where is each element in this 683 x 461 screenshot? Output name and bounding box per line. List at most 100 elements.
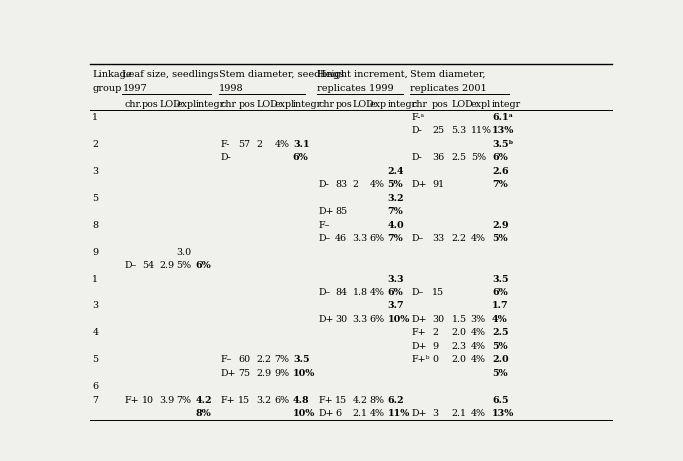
- Text: 2.1: 2.1: [352, 409, 367, 418]
- Text: 4.0: 4.0: [388, 221, 404, 230]
- Text: 91: 91: [432, 180, 444, 189]
- Text: 3.2: 3.2: [256, 396, 271, 405]
- Text: D–: D–: [318, 234, 331, 243]
- Text: 4%: 4%: [471, 409, 486, 418]
- Text: F-: F-: [221, 140, 230, 149]
- Text: 1.8: 1.8: [352, 288, 367, 297]
- Text: 7%: 7%: [388, 234, 404, 243]
- Text: 2.5: 2.5: [492, 328, 508, 337]
- Text: D-: D-: [412, 126, 423, 135]
- Text: 3.2: 3.2: [388, 194, 404, 203]
- Text: 5%: 5%: [492, 234, 507, 243]
- Text: 2: 2: [352, 180, 359, 189]
- Text: 3.9: 3.9: [160, 396, 175, 405]
- Text: pos: pos: [432, 100, 449, 109]
- Text: D+: D+: [412, 342, 428, 351]
- Text: 4%: 4%: [471, 328, 486, 337]
- Text: 1: 1: [92, 274, 98, 284]
- Text: 84: 84: [335, 288, 347, 297]
- Text: 2: 2: [432, 328, 438, 337]
- Text: 1997: 1997: [122, 84, 147, 93]
- Text: 10%: 10%: [293, 369, 316, 378]
- Text: 3%: 3%: [471, 315, 486, 324]
- Text: Linkage: Linkage: [92, 70, 132, 78]
- Text: 4%: 4%: [492, 315, 507, 324]
- Text: exp: exp: [370, 100, 387, 109]
- Text: 6%: 6%: [275, 396, 290, 405]
- Text: 6%: 6%: [370, 234, 385, 243]
- Text: 6%: 6%: [370, 315, 385, 324]
- Text: F+: F+: [221, 396, 236, 405]
- Text: 7%: 7%: [492, 180, 507, 189]
- Text: 6.5: 6.5: [492, 396, 508, 405]
- Text: 5: 5: [92, 194, 98, 203]
- Text: D+: D+: [412, 409, 428, 418]
- Text: Stem diameter,: Stem diameter,: [410, 70, 486, 78]
- Text: 4.2: 4.2: [352, 396, 367, 405]
- Text: 15: 15: [432, 288, 444, 297]
- Text: 5: 5: [92, 355, 98, 364]
- Text: 4%: 4%: [275, 140, 290, 149]
- Text: 36: 36: [432, 153, 445, 162]
- Text: 4%: 4%: [370, 180, 385, 189]
- Text: chr.: chr.: [124, 100, 142, 109]
- Text: 83: 83: [335, 180, 348, 189]
- Text: 3: 3: [432, 409, 438, 418]
- Text: D–: D–: [318, 288, 331, 297]
- Text: 25: 25: [432, 126, 444, 135]
- Text: 2.2: 2.2: [451, 234, 466, 243]
- Text: 1: 1: [92, 113, 98, 122]
- Text: D+: D+: [318, 207, 334, 216]
- Text: 54: 54: [142, 261, 154, 270]
- Text: 9: 9: [92, 248, 98, 257]
- Text: 9%: 9%: [275, 369, 290, 378]
- Text: group: group: [92, 84, 122, 93]
- Text: 7%: 7%: [275, 355, 290, 364]
- Text: 11%: 11%: [471, 126, 492, 135]
- Text: integr: integr: [388, 100, 417, 109]
- Text: D–: D–: [124, 261, 137, 270]
- Text: replicates 1999: replicates 1999: [317, 84, 393, 93]
- Text: 4%: 4%: [471, 342, 486, 351]
- Text: LOD: LOD: [352, 100, 374, 109]
- Text: 3.5: 3.5: [492, 274, 508, 284]
- Text: 2: 2: [92, 140, 98, 149]
- Text: integr: integr: [492, 100, 521, 109]
- Text: 7%: 7%: [176, 396, 191, 405]
- Text: 4: 4: [92, 328, 98, 337]
- Text: F–: F–: [221, 355, 232, 364]
- Text: 2.0: 2.0: [492, 355, 509, 364]
- Text: 2.9: 2.9: [256, 369, 271, 378]
- Text: 30: 30: [432, 315, 444, 324]
- Text: 3.3: 3.3: [352, 315, 368, 324]
- Text: 8: 8: [92, 221, 98, 230]
- Text: 7: 7: [92, 396, 98, 405]
- Text: LOD: LOD: [256, 100, 278, 109]
- Text: 15: 15: [335, 396, 348, 405]
- Text: 3.3: 3.3: [388, 274, 404, 284]
- Text: 2.0: 2.0: [451, 355, 466, 364]
- Text: 3.5: 3.5: [293, 355, 309, 364]
- Text: expl: expl: [176, 100, 197, 109]
- Text: D+: D+: [318, 409, 334, 418]
- Text: 10%: 10%: [293, 409, 316, 418]
- Text: 4%: 4%: [471, 234, 486, 243]
- Text: 3.3: 3.3: [352, 234, 368, 243]
- Text: D–: D–: [412, 234, 424, 243]
- Text: 3.5ᵇ: 3.5ᵇ: [492, 140, 513, 149]
- Text: D+: D+: [412, 180, 428, 189]
- Text: 4%: 4%: [370, 288, 385, 297]
- Text: 6%: 6%: [492, 288, 507, 297]
- Text: 13%: 13%: [492, 126, 514, 135]
- Text: 3: 3: [92, 301, 98, 310]
- Text: integr: integr: [293, 100, 322, 109]
- Text: 4%: 4%: [471, 355, 486, 364]
- Text: 15: 15: [238, 396, 251, 405]
- Text: 6: 6: [335, 409, 342, 418]
- Text: 75: 75: [238, 369, 251, 378]
- Text: LOD: LOD: [160, 100, 181, 109]
- Text: 46: 46: [335, 234, 348, 243]
- Text: 2.2: 2.2: [256, 355, 271, 364]
- Text: 2.6: 2.6: [492, 167, 509, 176]
- Text: D–: D–: [412, 288, 424, 297]
